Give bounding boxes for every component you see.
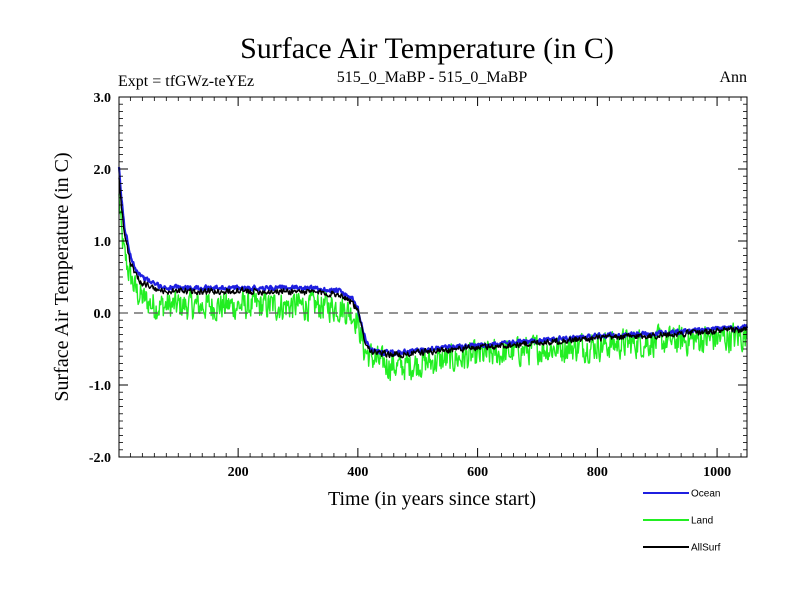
chart-title: Surface Air Temperature (in C) bbox=[240, 32, 614, 65]
legend: Ocean Land AllSurf bbox=[643, 489, 721, 554]
y-tick-label: 3.0 bbox=[94, 91, 112, 106]
y-tick-label: 1.0 bbox=[94, 235, 112, 250]
x-tick-label: 400 bbox=[347, 465, 368, 480]
y-tick-label: -1.0 bbox=[89, 379, 111, 394]
experiment-label: Expt = tfGWz-teYEz bbox=[118, 73, 254, 90]
legend-label-ocean: Ocean bbox=[691, 489, 720, 500]
series-line-ocean bbox=[117, 166, 749, 357]
y-tick-label: -2.0 bbox=[89, 451, 111, 466]
series-group bbox=[117, 166, 749, 382]
x-tick-label: 200 bbox=[228, 465, 249, 480]
series-line-allsurf bbox=[118, 177, 748, 359]
y-axis-label: Surface Air Temperature (in C) bbox=[51, 152, 73, 401]
y-tick-label: 2.0 bbox=[94, 163, 112, 178]
season-label: Ann bbox=[719, 69, 747, 86]
legend-label-land: Land bbox=[691, 516, 713, 527]
series-line-land bbox=[118, 193, 748, 382]
plot-frame bbox=[118, 96, 748, 458]
x-tick-label: 1000 bbox=[703, 465, 731, 480]
x-tick-label: 600 bbox=[467, 465, 488, 480]
y-tick-label: 0.0 bbox=[94, 307, 112, 322]
ticks-group: 200 400 600 800 1000 -2.0 -1.0 0.0 1.0 2.0 3.0 bbox=[89, 91, 747, 480]
legend-label-allsurf: AllSurf bbox=[691, 543, 721, 554]
x-axis-label: Time (in years since start) bbox=[328, 488, 536, 510]
comparison-label: 515_0_MaBP - 515_0_MaBP bbox=[337, 69, 528, 86]
x-tick-label: 800 bbox=[587, 465, 608, 480]
